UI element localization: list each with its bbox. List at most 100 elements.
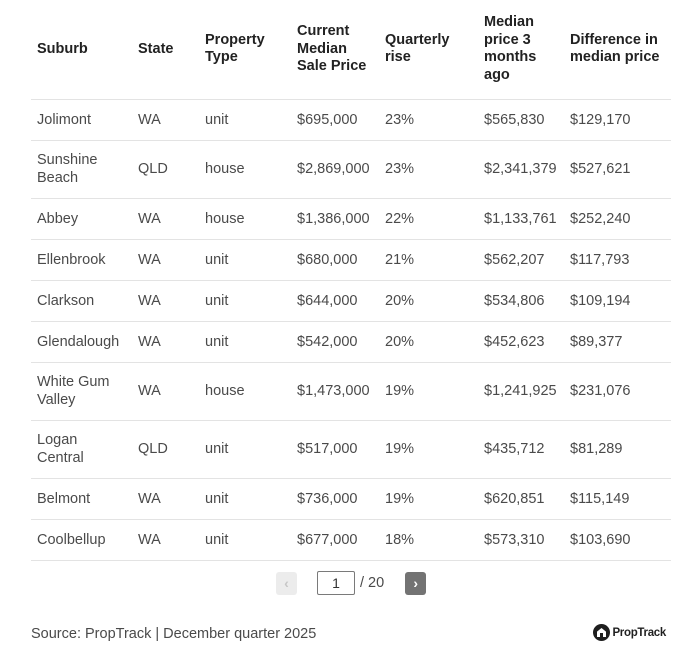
proptrack-brand: PropTrack [593,624,666,641]
cell-difference: $252,240 [564,198,671,240]
cell-difference: $117,793 [564,239,671,281]
cell-suburb: Clarkson [31,280,132,322]
table-row: Jolimont WA unit $695,000 23% $565,830 $… [31,99,671,141]
cell-state: WA [132,198,199,240]
data-table-container: Suburb State Property Type Current Media… [31,0,671,561]
cell-median-3-months-ago: $435,712 [478,420,564,479]
cell-state: WA [132,478,199,520]
table-row: Belmont WA unit $736,000 19% $620,851 $1… [31,478,671,520]
cell-property-type: unit [199,280,291,322]
table-row: Coolbellup WA unit $677,000 18% $573,310… [31,519,671,561]
next-page-button[interactable]: › [405,571,427,595]
cell-property-type: unit [199,478,291,520]
cell-state: WA [132,99,199,141]
cell-property-type: unit [199,519,291,561]
column-header-difference: Difference in median price [564,0,671,100]
cell-difference: $103,690 [564,519,671,561]
cell-suburb: Jolimont [31,99,132,141]
cell-state: QLD [132,140,199,199]
cell-current-median: $542,000 [291,321,379,363]
cell-state: WA [132,519,199,561]
cell-difference: $129,170 [564,99,671,141]
cell-quarterly-rise: 19% [379,362,478,421]
cell-quarterly-rise: 21% [379,239,478,281]
table-header-row: Suburb State Property Type Current Media… [31,0,671,100]
cell-median-3-months-ago: $452,623 [478,321,564,363]
cell-median-3-months-ago: $2,341,379 [478,140,564,199]
cell-property-type: unit [199,239,291,281]
column-header-current-median: Current Median Sale Price [291,0,379,100]
cell-median-3-months-ago: $562,207 [478,239,564,281]
cell-difference: $109,194 [564,280,671,322]
cell-property-type: house [199,198,291,240]
cell-quarterly-rise: 18% [379,519,478,561]
cell-state: QLD [132,420,199,479]
cell-state: WA [132,239,199,281]
cell-suburb: Ellenbrook [31,239,132,281]
cell-current-median: $517,000 [291,420,379,479]
chevron-right-icon: › [413,575,419,591]
pagination: ‹ / 20 › [276,571,427,595]
cell-quarterly-rise: 23% [379,99,478,141]
cell-property-type: unit [199,321,291,363]
cell-suburb: Logan Central [31,420,132,479]
cell-state: WA [132,321,199,363]
cell-suburb: Glendalough [31,321,132,363]
page-total-label: / 20 [360,575,385,591]
suburb-price-table: Suburb State Property Type Current Media… [31,0,671,561]
page-number-input[interactable] [317,571,355,595]
column-header-quarterly-rise: Quarterly rise [379,0,478,100]
cell-quarterly-rise: 19% [379,420,478,479]
proptrack-logo-icon [593,624,611,641]
cell-difference: $89,377 [564,321,671,363]
cell-current-median: $2,869,000 [291,140,379,199]
proptrack-logo-text: PropTrack [612,626,666,639]
cell-quarterly-rise: 23% [379,140,478,199]
cell-current-median: $644,000 [291,280,379,322]
cell-current-median: $1,473,000 [291,362,379,421]
cell-property-type: house [199,362,291,421]
cell-median-3-months-ago: $565,830 [478,99,564,141]
table-row: Ellenbrook WA unit $680,000 21% $562,207… [31,239,671,281]
cell-median-3-months-ago: $620,851 [478,478,564,520]
cell-median-3-months-ago: $573,310 [478,519,564,561]
table-row: Logan Central QLD unit $517,000 19% $435… [31,420,671,479]
table-row: Glendalough WA unit $542,000 20% $452,62… [31,321,671,363]
column-header-median-3-months-ago: Median price 3 months ago [478,0,564,100]
cell-suburb: Belmont [31,478,132,520]
cell-suburb: Sunshine Beach [31,140,132,199]
cell-property-type: unit [199,99,291,141]
cell-state: WA [132,362,199,421]
cell-median-3-months-ago: $1,133,761 [478,198,564,240]
cell-quarterly-rise: 20% [379,280,478,322]
cell-current-median: $680,000 [291,239,379,281]
column-header-property-type: Property Type [199,0,291,100]
cell-property-type: unit [199,420,291,479]
cell-median-3-months-ago: $1,241,925 [478,362,564,421]
cell-current-median: $736,000 [291,478,379,520]
cell-state: WA [132,280,199,322]
table-row: Sunshine Beach QLD house $2,869,000 23% … [31,140,671,199]
cell-current-median: $695,000 [291,99,379,141]
cell-difference: $81,289 [564,420,671,479]
table-row: Clarkson WA unit $644,000 20% $534,806 $… [31,280,671,322]
cell-quarterly-rise: 20% [379,321,478,363]
cell-difference: $231,076 [564,362,671,421]
chevron-left-icon: ‹ [284,575,289,591]
cell-current-median: $1,386,000 [291,198,379,240]
column-header-suburb: Suburb [31,0,132,100]
cell-suburb: Coolbellup [31,519,132,561]
cell-difference: $527,621 [564,140,671,199]
table-row: White Gum Valley WA house $1,473,000 19%… [31,362,671,421]
cell-property-type: house [199,140,291,199]
cell-suburb: Abbey [31,198,132,240]
cell-current-median: $677,000 [291,519,379,561]
table-row: Abbey WA house $1,386,000 22% $1,133,761… [31,198,671,240]
cell-median-3-months-ago: $534,806 [478,280,564,322]
prev-page-button[interactable]: ‹ [276,571,297,595]
cell-quarterly-rise: 22% [379,198,478,240]
column-header-state: State [132,0,199,100]
cell-suburb: White Gum Valley [31,362,132,421]
source-caption: Source: PropTrack | December quarter 202… [31,626,317,642]
cell-quarterly-rise: 19% [379,478,478,520]
